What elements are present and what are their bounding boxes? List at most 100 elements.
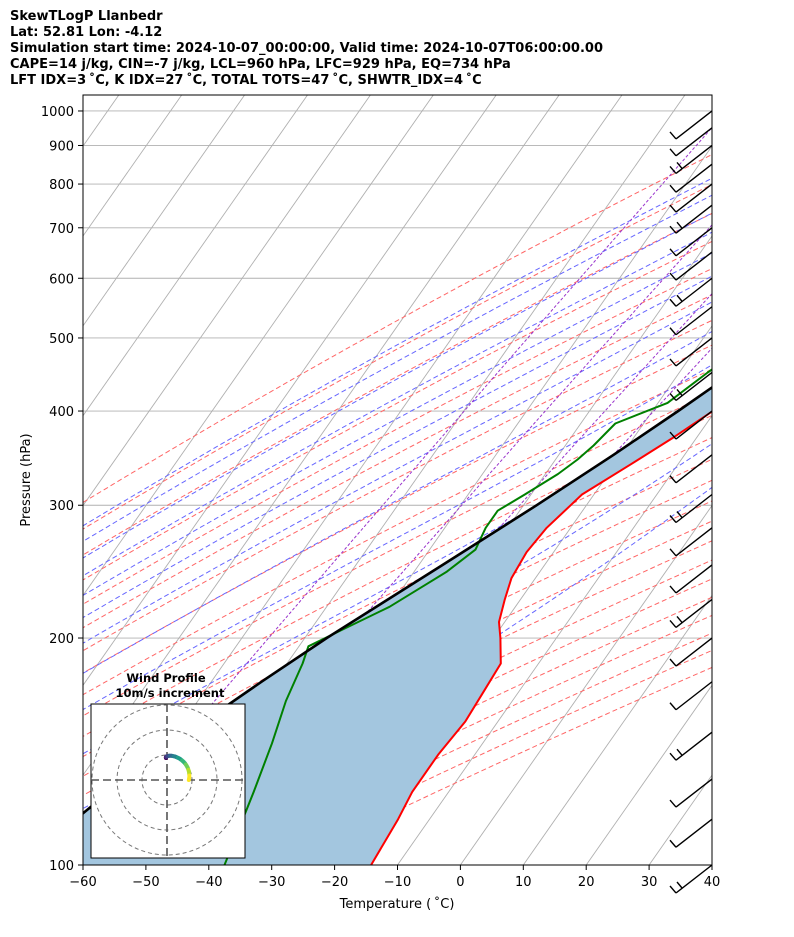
isotherm-gridline	[83, 95, 371, 507]
y-tick-label: 400	[49, 405, 74, 420]
wind-barb-flag	[669, 658, 677, 667]
wind-barb-staff	[675, 371, 713, 402]
dry-adiabat	[83, 319, 712, 652]
x-tick-label: −40	[195, 875, 222, 890]
wind-barb-flag	[676, 162, 683, 169]
isotherm-gridline	[711, 864, 712, 865]
dry-adiabat	[83, 392, 712, 717]
mixing-ratio-line	[187, 126, 712, 733]
wind-barb-staff	[675, 818, 713, 848]
chart-header: SkewTLogP Llanbedr Lat: 52.81 Lon: -4.12…	[10, 9, 603, 89]
cape-line: CAPE=14 j/kg, CIN=-7 j/kg, LCL=960 hPa, …	[10, 57, 511, 72]
x-tick-label: 30	[641, 875, 658, 890]
wind-barb-staff	[675, 277, 713, 307]
isotherm-gridline	[460, 504, 712, 865]
isotherm-gridline	[83, 95, 497, 687]
y-tick-label: 300	[49, 499, 74, 514]
wind-barb-flag	[669, 248, 677, 257]
isotherm-gridline	[585, 684, 712, 865]
x-tick-label: 0	[456, 875, 464, 890]
dry-adiabat	[83, 183, 712, 530]
dry-adiabat	[83, 268, 712, 605]
moist-adiabat	[83, 443, 712, 810]
wind-barb-flag	[676, 389, 683, 396]
wind-barb-flag	[669, 431, 677, 440]
mixing-ratio-line	[261, 224, 712, 733]
x-tick-label: 10	[515, 875, 532, 890]
wind-barb-staff	[675, 163, 713, 193]
hodograph-title: Wind Profile	[126, 671, 206, 685]
x-tick-label: 40	[704, 875, 721, 890]
wind-barb-staff	[675, 306, 713, 336]
wind-barb-flag	[676, 748, 683, 756]
parcel-line	[83, 385, 712, 815]
wind-barb-flag	[669, 148, 677, 157]
hodograph-inset: Wind Profile 10m/s increment	[90, 671, 246, 859]
wind-barb-staff	[675, 598, 713, 628]
y-tick-label: 700	[49, 222, 74, 237]
y-tick-label: 200	[49, 632, 74, 647]
dry-adiabat	[83, 500, 712, 815]
wind-barb-staff	[675, 864, 713, 894]
isotherm-gridline	[83, 95, 308, 417]
wind-barb-flag	[669, 515, 677, 523]
wind-barbs	[669, 110, 713, 894]
axis-ticks: −60 −50 −40 −30 −20 −10 0 10 20 30 40 100 200 300 400 5…	[41, 105, 720, 890]
isotherm-gridline	[83, 95, 183, 237]
wind-barb-staff	[675, 144, 713, 175]
wind-barb-flag	[676, 511, 683, 518]
hodograph-subtitle: 10m/s increment	[116, 686, 225, 700]
wind-barb-flag	[669, 702, 677, 711]
moist-adiabat	[83, 330, 712, 674]
dry-adiabat	[83, 212, 712, 556]
x-axis-label: Temperature ( ˚C)	[339, 896, 455, 912]
wind-barb-flag	[676, 221, 683, 229]
wind-barb-staff	[675, 637, 713, 667]
hodograph-point	[186, 778, 191, 782]
wind-barb-flag	[676, 615, 683, 623]
y-axis-label: Pressure (hPa)	[19, 433, 34, 526]
moist-adiabat	[83, 252, 712, 596]
moist-adiabat	[83, 401, 712, 755]
wind-barb-staff	[675, 204, 713, 234]
temperature-line	[370, 410, 712, 865]
wind-barb-flag	[669, 548, 677, 557]
isotherm-gridline	[83, 95, 245, 327]
y-tick-label: 500	[49, 332, 74, 347]
wind-barb-flag	[669, 184, 677, 193]
wind-barb-staff	[675, 110, 713, 140]
y-tick-label: 900	[49, 139, 74, 154]
index-line: LFT IDX=3 ˚C, K IDX=27 ˚C, TOTAL TOTS=47…	[10, 73, 482, 88]
wind-barb-flag	[669, 204, 677, 213]
isotherm-gridline	[648, 774, 712, 865]
wind-barb-staff	[675, 493, 713, 524]
wind-barb-flag	[669, 225, 677, 234]
y-tick-label: 100	[49, 859, 74, 874]
wind-barb-staff	[675, 127, 713, 157]
wind-barb-flag	[669, 272, 677, 281]
wind-barb-flag	[669, 327, 677, 336]
isotherm-gridline	[522, 594, 712, 865]
moist-adiabat	[83, 275, 712, 619]
moist-adiabat	[83, 177, 712, 527]
moist-adiabat	[83, 194, 712, 543]
moist-adiabat	[83, 231, 712, 577]
chart-title: SkewTLogP Llanbedr	[10, 9, 163, 24]
wind-barb-flag	[669, 839, 677, 848]
wind-barb-staff	[675, 251, 713, 281]
wind-barb-staff	[675, 681, 713, 711]
background-grid	[83, 95, 712, 865]
wind-barb-flag	[669, 131, 677, 140]
location-line: Lat: 52.81 Lon: -4.12	[10, 25, 163, 40]
x-tick-label: −10	[384, 875, 411, 890]
dry-adiabat	[83, 344, 712, 674]
wind-barb-flag	[669, 358, 677, 367]
time-line: Simulation start time: 2024-10-07_00:00:…	[10, 41, 603, 56]
wind-barb-flag	[669, 166, 677, 174]
wind-barb-flag	[669, 752, 677, 761]
wind-barb-staff	[675, 183, 713, 213]
wind-barb-flag	[669, 619, 677, 628]
isotherm-gridline	[397, 414, 712, 865]
wind-barb-staff	[675, 337, 713, 367]
